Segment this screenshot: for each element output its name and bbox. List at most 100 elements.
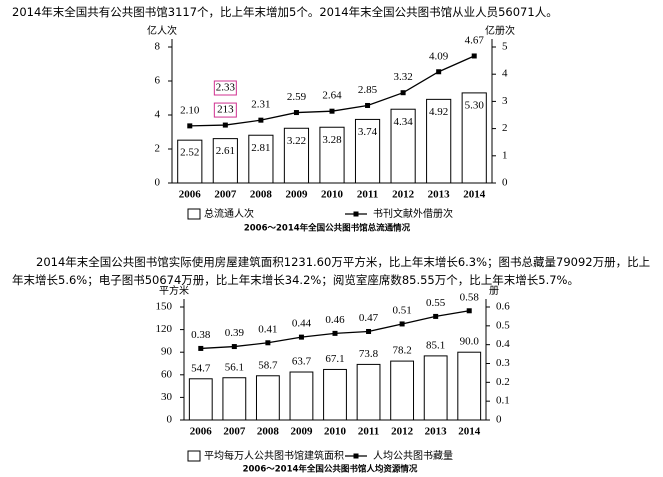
bar-value-label: 85.1 bbox=[426, 339, 445, 351]
bar-value-label: 3.22 bbox=[287, 135, 306, 147]
bar bbox=[323, 368, 347, 421]
bar bbox=[255, 375, 280, 421]
point bbox=[187, 123, 193, 129]
legend-marker bbox=[353, 453, 359, 459]
bar bbox=[222, 377, 247, 421]
bar bbox=[319, 126, 345, 184]
bar bbox=[423, 355, 448, 421]
bar bbox=[188, 378, 213, 421]
point bbox=[332, 330, 338, 336]
x-tick-label: 2014 bbox=[458, 426, 481, 438]
x-tick-label: 2012 bbox=[391, 426, 414, 438]
bar-value-label: 90.0 bbox=[460, 336, 480, 348]
y2-tick-label: 2 bbox=[502, 122, 508, 134]
x-tick-label: 2008 bbox=[257, 426, 280, 438]
x-tick-label: 2014 bbox=[463, 189, 486, 201]
y2-tick-label: 4 bbox=[502, 68, 508, 80]
y-tick-label: 6 bbox=[155, 75, 161, 87]
bar-value-label: 3.74 bbox=[358, 126, 378, 138]
bar-value-label: 78.2 bbox=[392, 345, 411, 357]
line-value-label: 0.46 bbox=[325, 314, 345, 326]
y2-axis-label: 册 bbox=[489, 286, 499, 297]
point bbox=[329, 108, 335, 114]
legend-label: 平均每万人公共图书馆建筑面积 bbox=[204, 449, 344, 462]
bar bbox=[390, 360, 415, 421]
point bbox=[399, 321, 405, 327]
y-tick-label: 0 bbox=[155, 177, 161, 189]
y2-tick-label: 0 bbox=[502, 177, 508, 189]
point bbox=[436, 69, 442, 75]
bar-value-label: 54.7 bbox=[191, 362, 211, 374]
bar-value-label: 4.92 bbox=[429, 106, 448, 118]
bar-value-label: 2.52 bbox=[180, 147, 199, 159]
bar-value-label: 3.28 bbox=[322, 134, 342, 146]
bar bbox=[354, 118, 381, 184]
x-tick-label: 2007 bbox=[223, 426, 246, 438]
y-tick-label: 4 bbox=[155, 109, 161, 121]
bar bbox=[390, 108, 416, 184]
x-tick-label: 2006 bbox=[179, 189, 202, 201]
y-tick-label: 30 bbox=[161, 391, 173, 403]
bar bbox=[212, 138, 238, 184]
bar bbox=[426, 98, 452, 184]
line-value-label: 2.31 bbox=[251, 99, 270, 111]
point bbox=[258, 117, 264, 123]
y2-tick-label: 0.6 bbox=[496, 301, 510, 313]
y-tick-label: 120 bbox=[156, 323, 173, 335]
x-tick-label: 2013 bbox=[428, 189, 451, 201]
bar-value-label: 67.1 bbox=[325, 353, 344, 365]
bar-value-label: 4.34 bbox=[393, 116, 413, 128]
bar bbox=[289, 371, 314, 421]
point bbox=[265, 340, 271, 346]
y-tick-label: 0 bbox=[167, 414, 173, 426]
y2-tick-label: 0.5 bbox=[496, 319, 510, 331]
bar bbox=[457, 351, 482, 421]
legend-swatch bbox=[187, 450, 201, 462]
point bbox=[231, 344, 237, 350]
point bbox=[466, 308, 472, 314]
x-tick-label: 2012 bbox=[392, 189, 415, 201]
point bbox=[222, 122, 228, 128]
bar-value-label: 73.8 bbox=[359, 348, 379, 360]
x-tick-label: 2011 bbox=[357, 189, 378, 201]
bar-value-label: 2.61 bbox=[216, 145, 235, 157]
bar-value-label: 5.30 bbox=[465, 99, 485, 111]
chart-caption: 2006～2014年全国公共图书馆人均资源情况 bbox=[243, 464, 418, 475]
line-value-label: 2.59 bbox=[287, 91, 307, 103]
legend-label: 书刊文献外借册次 bbox=[373, 207, 453, 220]
paragraph: 2014年末全国共有公共图书馆3117个，比上年末增加5个。2014年末全国公共… bbox=[12, 5, 558, 19]
line-value-label: 0.55 bbox=[426, 297, 446, 309]
bar bbox=[461, 92, 487, 184]
point bbox=[366, 328, 372, 334]
y2-tick-label: 3 bbox=[502, 95, 508, 107]
x-tick-label: 2009 bbox=[290, 426, 313, 438]
y2-tick-label: 0.1 bbox=[496, 395, 510, 407]
point bbox=[293, 110, 299, 116]
line-value-label: 213 bbox=[217, 104, 234, 116]
line-value-label: 0.47 bbox=[359, 312, 379, 324]
x-tick-label: 2010 bbox=[321, 189, 344, 201]
bar-value-label: 63.7 bbox=[292, 356, 312, 368]
y-tick-label: 2 bbox=[155, 143, 161, 155]
x-tick-label: 2010 bbox=[324, 426, 347, 438]
x-tick-label: 2008 bbox=[250, 189, 273, 201]
x-tick-label: 2011 bbox=[358, 426, 379, 438]
x-tick-label: 2007 bbox=[214, 189, 237, 201]
y2-tick-label: 5 bbox=[502, 41, 508, 53]
y-tick-label: 150 bbox=[156, 301, 173, 313]
bar-value-label: 2.81 bbox=[251, 142, 270, 154]
y2-tick-label: 0.4 bbox=[496, 338, 510, 350]
line-value-label: 0.39 bbox=[225, 327, 245, 339]
legend-label: 人均公共图书藏量 bbox=[373, 450, 453, 462]
x-tick-label: 2009 bbox=[285, 189, 308, 201]
legend-swatch bbox=[187, 208, 201, 220]
line-value-label: 0.51 bbox=[392, 304, 411, 316]
point bbox=[365, 102, 371, 108]
bar bbox=[283, 127, 310, 184]
point bbox=[198, 345, 204, 351]
line-value-label: 2.10 bbox=[180, 104, 200, 116]
line-value-label: 0.58 bbox=[460, 291, 480, 303]
label-box bbox=[213, 102, 237, 118]
